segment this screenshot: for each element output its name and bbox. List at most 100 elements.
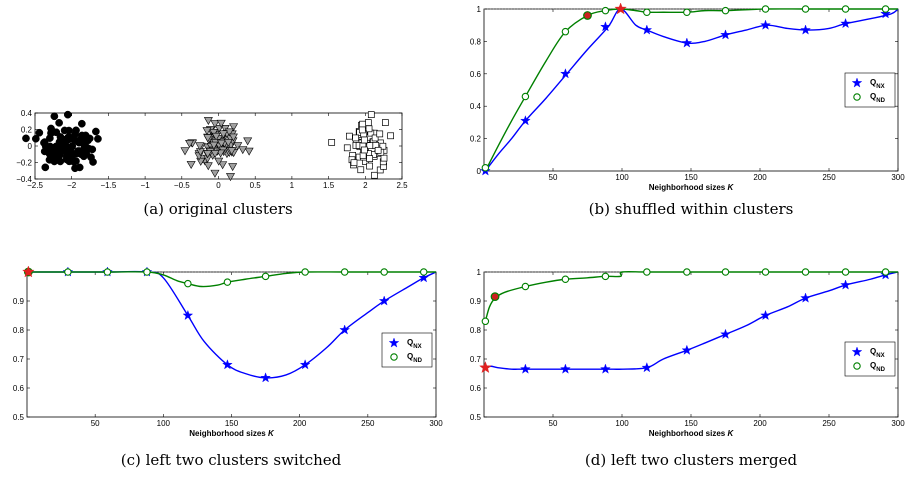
y-tick-label: 0.4 — [21, 109, 33, 118]
y-tick-label: −0.2 — [16, 159, 32, 168]
scatter-point — [72, 126, 80, 135]
legend-label-sub: NX — [876, 84, 884, 90]
series-marker-circle — [643, 268, 651, 276]
panel-caption: (c) left two clusters switched — [121, 451, 342, 469]
scatter-point — [185, 140, 195, 148]
scatter-point — [75, 163, 84, 172]
x-tick-label: −2 — [67, 181, 77, 190]
series-line-star — [485, 271, 899, 370]
x-axis-label-variable: K — [727, 183, 734, 192]
scatter-point — [357, 166, 365, 174]
plot-frame — [26, 271, 437, 418]
series-marker-star — [418, 272, 430, 283]
scatter-point — [196, 157, 206, 166]
x-axis-label: Neighborhood sizes K — [649, 183, 735, 192]
y-tick-label: 0.2 — [470, 135, 482, 144]
panel-b: 50 100 150 200 250 300 0 0.2 0.4 0.6 0.8 1 Neighborh… — [470, 2, 905, 218]
y-tick-label: 0.6 — [470, 70, 482, 79]
x-tick-label: −2.5 — [27, 181, 43, 190]
series-marker-circle — [561, 275, 570, 283]
x-tick-label: 50 — [549, 173, 558, 182]
legend-label-sub: NX — [876, 353, 884, 359]
x-tick-label: 150 — [225, 419, 239, 428]
series-marker-star — [641, 24, 653, 35]
series-marker-circle — [481, 164, 490, 172]
series-marker-star — [560, 68, 571, 79]
panel-caption: (d) left two clusters merged — [585, 451, 798, 469]
series-marker-star — [222, 359, 233, 370]
series-marker-circle — [801, 268, 810, 276]
legend-label-main: Q — [870, 78, 876, 87]
scatter-point — [343, 144, 351, 152]
y-tick-label: 0 — [477, 167, 482, 176]
x-tick-label: 100 — [615, 419, 629, 428]
scatter-point — [66, 134, 75, 142]
series-marker-circle — [841, 5, 850, 13]
series-marker-circle — [881, 268, 890, 276]
legend-circle-marker — [853, 362, 861, 370]
series-marker-star — [641, 362, 653, 373]
scatter-point — [223, 139, 233, 147]
scatter-cluster-circle — [22, 110, 102, 173]
scatter-point — [52, 142, 60, 151]
scatter-point — [41, 163, 50, 172]
scatter-point — [203, 162, 213, 171]
scatter-point — [366, 155, 374, 162]
x-axis-label-variable: K — [268, 429, 275, 438]
series-marker-star — [800, 24, 811, 35]
x-tick-label: 300 — [429, 419, 443, 428]
panel-caption: (a) original clusters — [143, 200, 292, 218]
y-tick-label: 0.8 — [470, 37, 482, 46]
series-marker-star — [520, 363, 531, 374]
optimum-circle — [583, 11, 592, 20]
series-marker-star — [880, 8, 891, 19]
y-tick-label: 0.7 — [13, 355, 25, 364]
scatter-point — [92, 127, 100, 136]
series-marker-circle — [301, 268, 309, 276]
series-line-circle — [484, 270, 898, 322]
legend-label-sub: ND — [413, 358, 422, 364]
y-tick-label: 0.8 — [470, 326, 482, 335]
y-tick-label: 0.8 — [13, 326, 25, 335]
scatter-point — [371, 171, 378, 179]
scatter-point — [65, 126, 73, 135]
x-tick-label: 0.5 — [250, 181, 262, 190]
scatter-point — [88, 145, 97, 154]
scatter-point — [214, 157, 224, 166]
x-tick-label: 50 — [549, 419, 558, 428]
x-tick-label: 150 — [684, 419, 698, 428]
x-tick-label: 1 — [290, 181, 295, 190]
x-tick-label: 200 — [753, 173, 767, 182]
legend-label: QNX — [870, 347, 885, 359]
scatter-point — [202, 127, 212, 136]
series-marker-star — [299, 359, 311, 370]
legend-label-main: Q — [870, 347, 876, 356]
scatter-point — [74, 149, 83, 157]
scatter-point — [366, 142, 374, 149]
series-marker-star — [560, 363, 571, 374]
panel-d: 50 100 150 200 250 300 0.5 0.6 0.7 0.8 0.9 1 Neighbo… — [470, 268, 905, 469]
x-axis-label-variable: K — [727, 429, 734, 438]
scatter-point — [35, 128, 44, 137]
series-marker-circle — [643, 8, 651, 16]
y-tick-label: 1 — [477, 5, 482, 14]
scatter-point — [238, 146, 248, 155]
scatter-point — [180, 147, 190, 156]
series-marker-star — [720, 328, 731, 339]
scatter-point — [210, 169, 220, 178]
series-marker-star — [681, 344, 693, 355]
scatter-point — [55, 118, 63, 127]
x-tick-label: 150 — [684, 173, 698, 182]
scatter-point — [243, 137, 253, 146]
scatter-point — [203, 134, 213, 143]
plot-frame — [483, 271, 899, 418]
legend-circle-marker — [853, 93, 861, 101]
series-marker-star — [760, 309, 771, 321]
x-tick-label: 200 — [293, 419, 307, 428]
scatter-point — [211, 132, 221, 141]
panel-a: −2.5 −2 −1.5 −1 −0.5 0 0.5 1 1.5 2 2.5 0.4 0.2 0 −0.2 −… — [16, 109, 408, 218]
series-marker-circle — [184, 279, 192, 288]
scatter-point — [216, 119, 226, 128]
y-tick-label: −0.4 — [16, 175, 32, 184]
